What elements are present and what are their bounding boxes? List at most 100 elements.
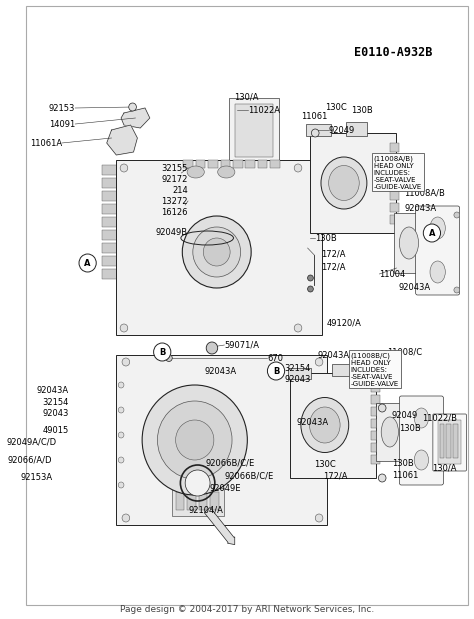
Circle shape bbox=[122, 514, 130, 522]
FancyBboxPatch shape bbox=[433, 414, 466, 471]
Bar bbox=[102, 256, 119, 266]
Text: 130C: 130C bbox=[314, 459, 336, 469]
Text: 32154: 32154 bbox=[42, 397, 69, 407]
Bar bbox=[394, 213, 424, 273]
Bar bbox=[102, 204, 119, 214]
Ellipse shape bbox=[218, 166, 235, 178]
Text: 130B: 130B bbox=[315, 233, 337, 243]
Circle shape bbox=[154, 343, 171, 361]
Text: 92043A: 92043A bbox=[317, 350, 349, 360]
Bar bbox=[371, 443, 380, 452]
Text: 32155: 32155 bbox=[162, 163, 188, 173]
Bar bbox=[390, 155, 400, 164]
Bar bbox=[196, 160, 205, 168]
Text: 16126: 16126 bbox=[162, 207, 188, 217]
Bar bbox=[199, 492, 207, 510]
Text: (11008A/B)
HEAD ONLY
INCLUDES:
-SEAT-VALVE
-GUIDE-VALVE: (11008A/B) HEAD ONLY INCLUDES: -SEAT-VAL… bbox=[374, 155, 422, 189]
Text: E0110-A932B: E0110-A932B bbox=[355, 46, 433, 59]
Ellipse shape bbox=[400, 227, 419, 259]
Ellipse shape bbox=[203, 238, 230, 266]
Bar bbox=[390, 167, 400, 176]
Bar bbox=[332, 364, 352, 376]
Text: 32154: 32154 bbox=[284, 363, 311, 373]
Ellipse shape bbox=[193, 227, 241, 277]
Bar bbox=[390, 215, 400, 224]
Circle shape bbox=[454, 212, 460, 218]
Circle shape bbox=[206, 342, 218, 354]
Ellipse shape bbox=[157, 401, 232, 479]
Circle shape bbox=[185, 470, 210, 496]
Bar bbox=[289, 368, 311, 379]
Circle shape bbox=[118, 407, 124, 413]
Ellipse shape bbox=[430, 217, 445, 239]
Text: 11061: 11061 bbox=[301, 111, 327, 121]
Text: 14091: 14091 bbox=[49, 119, 75, 129]
Text: 59071/A: 59071/A bbox=[224, 340, 259, 350]
Ellipse shape bbox=[301, 397, 349, 452]
Bar bbox=[390, 143, 400, 152]
Ellipse shape bbox=[142, 385, 247, 495]
Circle shape bbox=[378, 474, 386, 482]
Bar bbox=[371, 431, 380, 440]
Bar bbox=[102, 230, 119, 240]
Text: 92066/A/D: 92066/A/D bbox=[8, 456, 52, 464]
Circle shape bbox=[118, 457, 124, 463]
Text: 11004: 11004 bbox=[353, 353, 379, 363]
Text: ARI: ARI bbox=[195, 275, 334, 345]
Bar bbox=[371, 407, 380, 416]
Text: 11061: 11061 bbox=[392, 470, 418, 480]
Bar bbox=[390, 179, 400, 188]
Bar bbox=[172, 488, 224, 516]
Bar bbox=[187, 492, 196, 510]
Text: 92066B/C/E: 92066B/C/E bbox=[224, 472, 273, 480]
Bar bbox=[376, 403, 403, 461]
Circle shape bbox=[120, 324, 128, 332]
Text: 11008A/B: 11008A/B bbox=[404, 189, 445, 197]
Text: B: B bbox=[273, 366, 279, 376]
Circle shape bbox=[79, 254, 96, 272]
Ellipse shape bbox=[182, 216, 251, 288]
Text: 130B: 130B bbox=[400, 423, 421, 433]
Bar bbox=[116, 355, 327, 525]
Circle shape bbox=[454, 287, 460, 293]
Circle shape bbox=[267, 362, 284, 380]
Bar bbox=[116, 160, 322, 335]
Text: 130C: 130C bbox=[325, 103, 346, 111]
Bar bbox=[291, 373, 376, 478]
Text: 92043: 92043 bbox=[42, 409, 69, 417]
Circle shape bbox=[165, 355, 172, 361]
Bar bbox=[102, 191, 119, 201]
Text: A: A bbox=[428, 228, 435, 238]
Circle shape bbox=[129, 103, 137, 111]
Circle shape bbox=[120, 164, 128, 172]
FancyBboxPatch shape bbox=[400, 396, 443, 485]
Text: 11061A: 11061A bbox=[30, 139, 62, 147]
Circle shape bbox=[308, 275, 313, 281]
Text: 130B: 130B bbox=[392, 459, 413, 467]
Ellipse shape bbox=[430, 261, 445, 283]
Bar bbox=[102, 178, 119, 188]
Bar bbox=[371, 455, 380, 464]
Text: 92043A: 92043A bbox=[404, 204, 436, 212]
Circle shape bbox=[311, 129, 319, 137]
Text: 92043A: 92043A bbox=[36, 386, 69, 394]
Text: 92104/A: 92104/A bbox=[188, 506, 223, 514]
Text: Page design © 2004-2017 by ARI Network Services, Inc.: Page design © 2004-2017 by ARI Network S… bbox=[120, 605, 374, 613]
Text: 92043: 92043 bbox=[284, 374, 311, 384]
Circle shape bbox=[118, 432, 124, 438]
Text: 92043A: 92043A bbox=[204, 366, 237, 376]
Bar bbox=[371, 419, 380, 428]
FancyArrow shape bbox=[204, 508, 235, 545]
Bar bbox=[371, 383, 380, 392]
Polygon shape bbox=[107, 125, 137, 155]
Text: (11008B/C)
HEAD ONLY
INCLUDES:
-SEAT-VALVE
-GUIDE-VALVE: (11008B/C) HEAD ONLY INCLUDES: -SEAT-VAL… bbox=[351, 352, 399, 386]
Bar bbox=[446, 424, 451, 458]
Text: A: A bbox=[84, 259, 91, 267]
Circle shape bbox=[122, 358, 130, 366]
Text: 11008/C: 11008/C bbox=[387, 347, 422, 357]
Text: 670: 670 bbox=[267, 353, 283, 363]
Text: 13272: 13272 bbox=[162, 196, 188, 206]
Ellipse shape bbox=[381, 417, 399, 447]
Circle shape bbox=[294, 324, 302, 332]
Bar bbox=[210, 492, 219, 510]
